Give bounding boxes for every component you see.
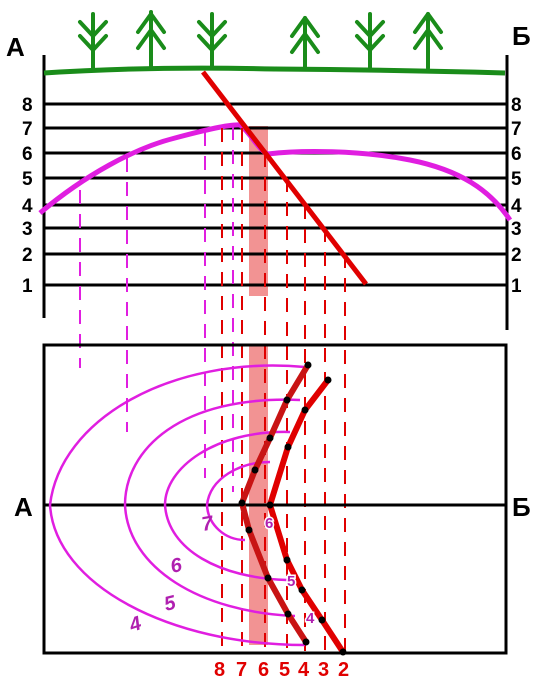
section-label-a: А xyxy=(6,32,25,62)
level-label-right: 2 xyxy=(511,245,522,266)
intersection-labels: 4 5 6 xyxy=(264,514,317,629)
intersection-label: 5 xyxy=(287,573,295,590)
level-label-right: 3 xyxy=(511,219,522,240)
level-label-left: 6 xyxy=(22,144,33,165)
contour-label: 4 xyxy=(126,612,144,637)
projection-labels: 8 7 6 5 4 3 2 xyxy=(214,659,349,681)
level-label-left: 7 xyxy=(22,119,33,140)
map-label-a: А xyxy=(14,492,33,522)
projection-label: 2 xyxy=(338,659,349,681)
level-label-right: 1 xyxy=(511,276,522,297)
projection-label: 7 xyxy=(236,659,247,681)
contour-label: 6 xyxy=(168,554,184,578)
level-label-right: 5 xyxy=(511,169,522,190)
outcrop-line-red xyxy=(266,377,346,655)
level-label-right: 4 xyxy=(511,196,522,217)
level-label-left: 1 xyxy=(22,276,33,297)
level-label-left: 8 xyxy=(22,95,33,116)
levels-right: 8 7 6 5 4 3 2 1 xyxy=(511,95,522,297)
level-label-left: 5 xyxy=(22,169,33,190)
pine-tree-icon xyxy=(78,12,108,70)
projection-label: 3 xyxy=(318,659,329,681)
contour-7 xyxy=(205,460,271,542)
level-label-left: 4 xyxy=(22,196,33,217)
fir-tree-icon xyxy=(136,10,166,70)
levels-left: 8 7 6 5 4 3 2 1 xyxy=(22,95,33,297)
level-label-left: 2 xyxy=(22,245,33,266)
pine-tree-icon xyxy=(355,12,385,70)
projection-label: 5 xyxy=(279,659,290,681)
projection-label: 6 xyxy=(258,659,269,681)
contour-4 xyxy=(48,364,306,647)
pine-tree-icon xyxy=(197,12,227,70)
contour-label: 5 xyxy=(162,592,179,616)
intersection-label: 6 xyxy=(265,515,273,532)
projection-label: 4 xyxy=(298,659,310,681)
outcrop-points xyxy=(238,361,347,656)
contour-6 xyxy=(163,430,291,582)
fir-tree-icon xyxy=(413,12,443,70)
contour-lines xyxy=(48,364,306,647)
intersection-label: 4 xyxy=(306,610,315,627)
map-frame xyxy=(42,343,508,655)
level-label-right: 6 xyxy=(511,144,522,165)
contour-5 xyxy=(123,398,301,618)
level-lines xyxy=(44,102,506,287)
level-label-right: 8 xyxy=(511,95,522,116)
contour-label: 7 xyxy=(200,512,216,536)
map-label-b: Б xyxy=(512,492,531,522)
fir-tree-icon xyxy=(290,16,320,70)
terrain-projection-lines xyxy=(79,126,234,492)
fault-projection-lines xyxy=(221,128,346,655)
section-label-b: Б xyxy=(512,21,531,51)
ground-line xyxy=(43,65,506,76)
trees xyxy=(78,10,443,70)
level-label-right: 7 xyxy=(511,119,522,140)
projection-label: 8 xyxy=(214,659,225,681)
fault-plane-line xyxy=(201,70,368,286)
level-label-left: 3 xyxy=(22,219,33,240)
